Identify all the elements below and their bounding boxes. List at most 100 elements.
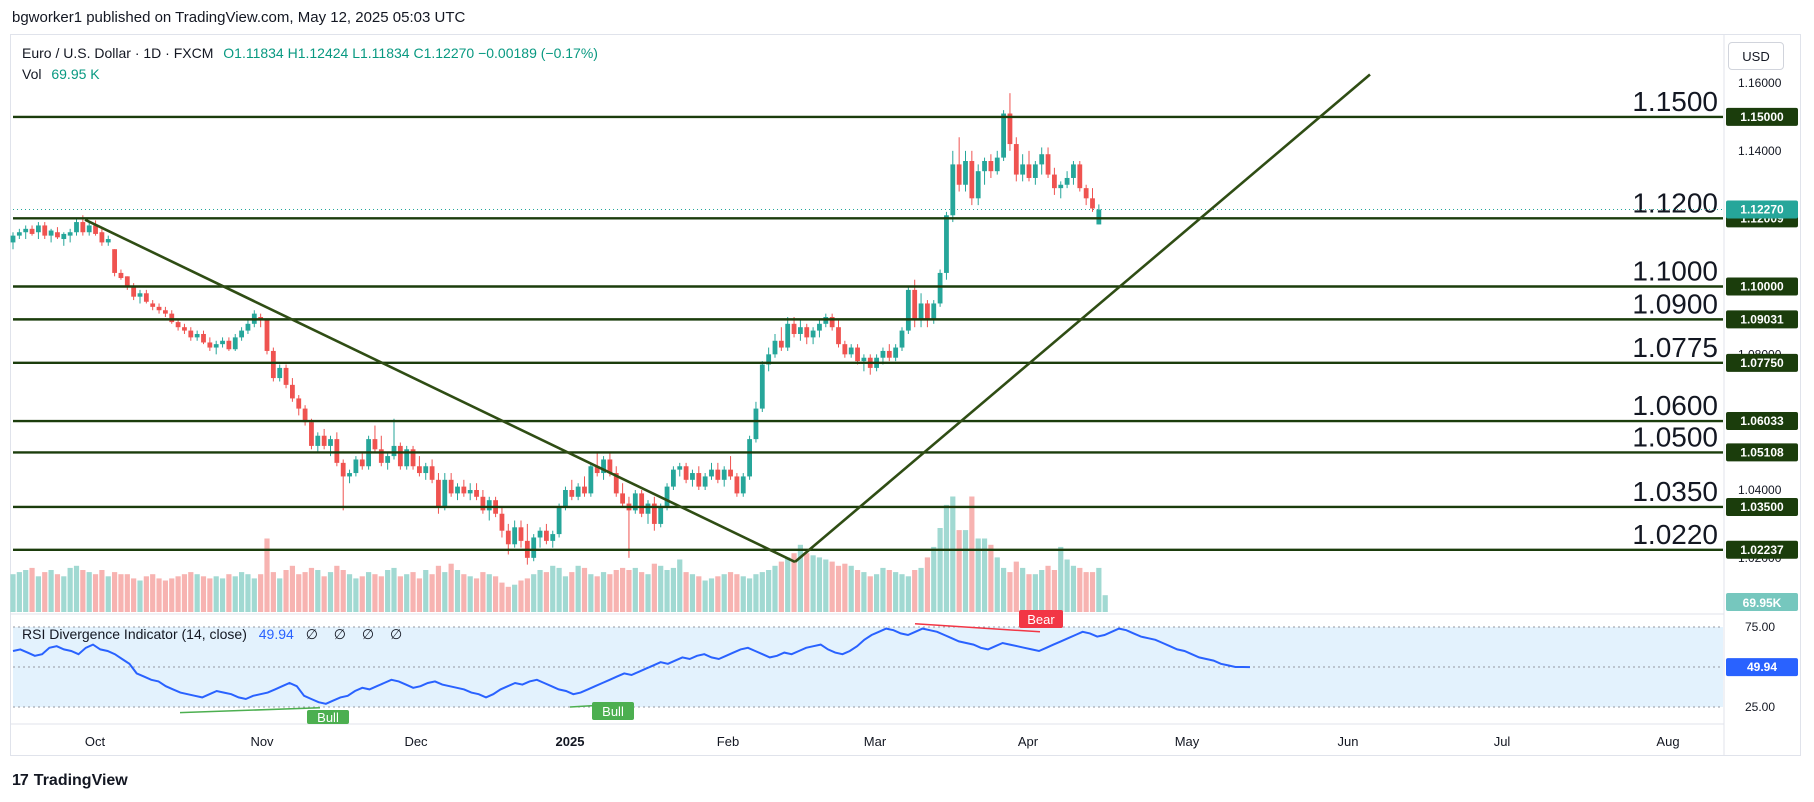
volume-bar	[943, 504, 950, 612]
candle-body	[410, 449, 416, 467]
bull-label: Bull	[317, 710, 339, 725]
candle-body	[728, 469, 733, 477]
candle-body	[544, 530, 549, 541]
candle-body	[124, 276, 130, 287]
tradingview-brand[interactable]: 17 TradingView	[12, 772, 128, 790]
candle-body	[213, 344, 219, 348]
downtrend-line	[84, 218, 796, 564]
volume-bar	[48, 570, 54, 612]
volume-bar	[366, 572, 372, 612]
symbol-legend: Euro / U.S. Dollar · 1D · FXCM O1.11834 …	[22, 45, 598, 61]
candle-body	[639, 493, 645, 514]
bull-label: Bull	[602, 704, 624, 719]
candle-body	[721, 469, 727, 480]
time-axis-label: Jul	[1494, 734, 1511, 749]
candle-body	[112, 249, 117, 273]
candle-body	[1077, 164, 1083, 189]
volume-bar	[226, 574, 232, 612]
currency-button[interactable]: USD	[1728, 42, 1784, 70]
candle-body	[1052, 174, 1057, 189]
candle-body	[315, 435, 321, 446]
candle-body	[194, 333, 200, 338]
level-text: 1.0900	[1632, 288, 1718, 319]
candle-body	[201, 333, 206, 343]
candle-body	[29, 228, 35, 234]
volume-bar	[854, 570, 861, 612]
candle-body	[925, 303, 930, 321]
candle-body	[886, 350, 892, 358]
candle-body	[759, 364, 765, 409]
volume-value: 69.95 K	[51, 66, 100, 82]
candle-body	[899, 330, 905, 348]
brand-name: TradingView	[33, 772, 128, 789]
volume-bar	[315, 570, 321, 612]
volume-bar	[753, 574, 759, 612]
rsi-extras: ∅ ∅ ∅ ∅	[305, 626, 409, 642]
volume-bar	[804, 553, 810, 612]
candle-body	[372, 439, 378, 450]
volume-bar	[842, 563, 848, 612]
candle-body	[944, 215, 949, 273]
candle-body	[302, 408, 308, 423]
volume-bar	[391, 567, 397, 612]
candle-body	[36, 225, 41, 233]
candle-body	[467, 490, 473, 494]
level-price-tag-text: 1.09031	[1740, 312, 1784, 326]
candle-body	[709, 469, 714, 477]
candle-body	[353, 459, 359, 474]
candle-body	[747, 439, 752, 477]
candle-body	[61, 233, 67, 240]
volume-bar	[785, 557, 791, 612]
volume-bar	[1032, 574, 1038, 612]
level-text: 1.1500	[1632, 86, 1718, 117]
volume-bar	[969, 496, 975, 612]
volume-bar	[708, 578, 715, 612]
candle-body	[245, 323, 251, 331]
candle-body	[80, 222, 86, 233]
rsi-line	[12, 627, 1251, 705]
volume-bar	[639, 572, 645, 612]
volume-bar	[575, 565, 581, 612]
candle-body	[169, 313, 175, 323]
level-text: 1.0500	[1632, 421, 1718, 452]
candle-body	[105, 239, 111, 243]
level-price-tag	[1726, 107, 1798, 126]
volume-bar	[296, 574, 302, 612]
volume-bar	[42, 572, 48, 612]
volume-bar	[537, 570, 543, 612]
candle-body	[861, 357, 867, 362]
volume-bar	[188, 572, 194, 612]
time-axis-label: Dec	[404, 734, 428, 749]
volume-bar	[124, 574, 130, 612]
candle-body	[531, 537, 537, 558]
candle-body	[436, 479, 441, 507]
candle-body	[575, 486, 581, 497]
symbol-name[interactable]: Euro / U.S. Dollar · 1D · FXCM	[22, 45, 214, 61]
rsi-label[interactable]: RSI Divergence Indicator (14, close)	[22, 626, 247, 642]
candle-body	[270, 350, 276, 379]
candle-body	[226, 340, 232, 350]
rsi-value: 49.94	[258, 626, 294, 642]
candle-body	[855, 347, 860, 362]
level-text: 1.0775	[1632, 332, 1718, 363]
volume-label[interactable]: Vol	[22, 66, 42, 82]
volume-bar	[702, 580, 708, 612]
candle-body	[651, 503, 657, 524]
candle-body	[569, 490, 575, 497]
candle-body	[74, 222, 79, 233]
volume-bar	[1102, 595, 1108, 612]
candle-body	[690, 473, 695, 480]
volume-bar	[1096, 567, 1102, 612]
volume-bar	[372, 574, 378, 612]
level-price-tag	[1726, 353, 1798, 372]
candle-body	[391, 445, 397, 457]
volume-bar	[1039, 570, 1045, 612]
rsi-level-label: 75.00	[1745, 620, 1775, 634]
candle-body	[232, 337, 238, 350]
candle-body	[505, 530, 511, 545]
volume-bar	[791, 553, 797, 612]
volume-bar	[61, 576, 67, 612]
candle-body	[118, 272, 124, 279]
volume-legend: Vol 69.95 K	[22, 66, 100, 82]
